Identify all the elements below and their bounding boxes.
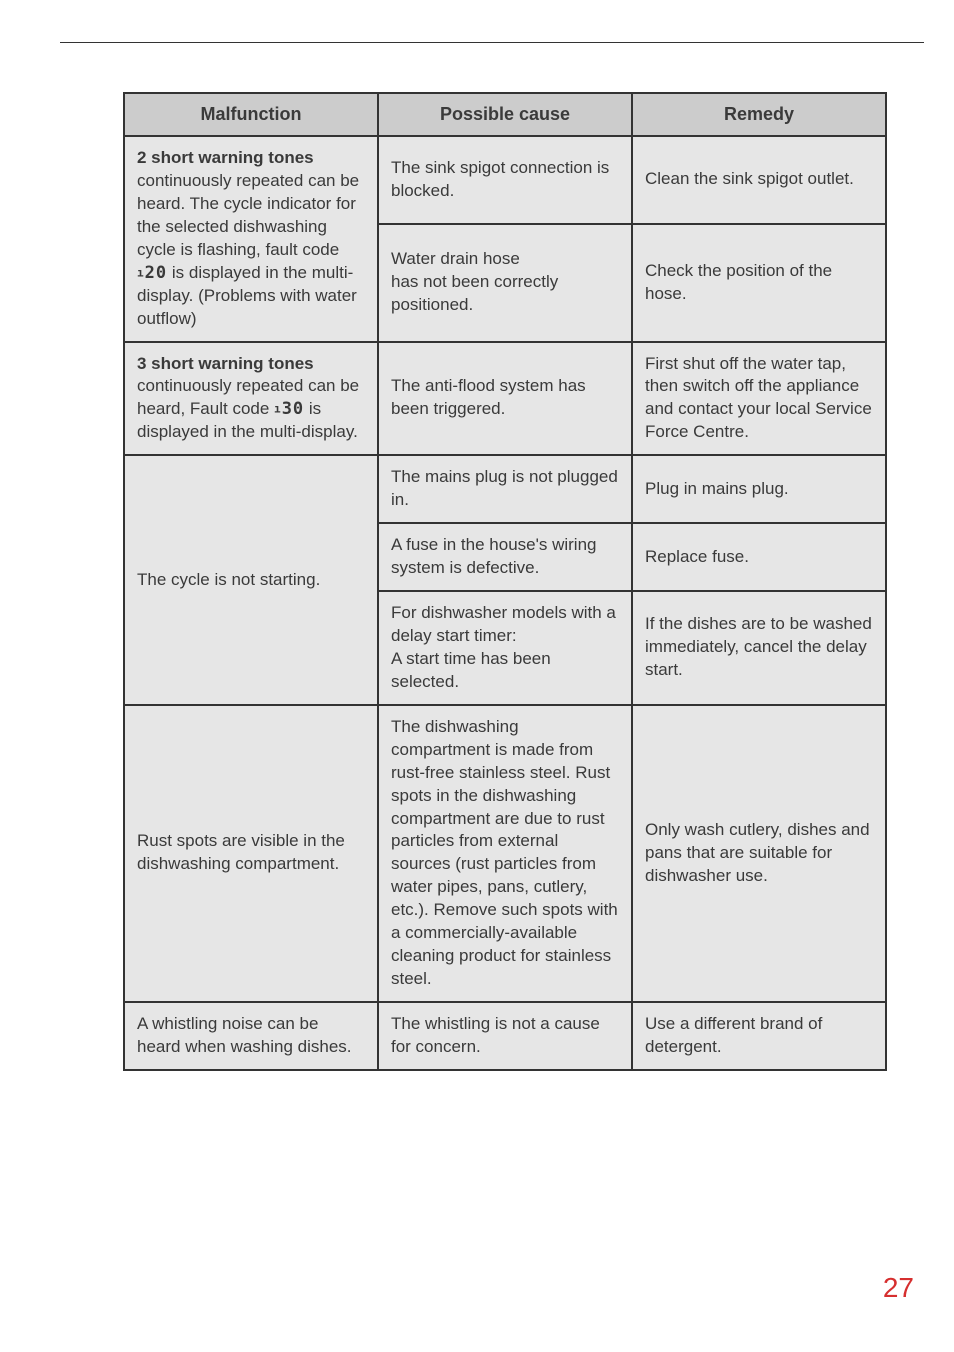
cell-remedy: If the dishes are to be washed immediate… — [632, 591, 886, 705]
cell-cause: For dishwasher models with a delay start… — [378, 591, 632, 705]
header-remedy: Remedy — [632, 93, 886, 136]
page-number: 27 — [883, 1272, 914, 1304]
cell-remedy: Replace fuse. — [632, 523, 886, 591]
cell-malfunction: Rust spots are visible in the dishwashin… — [124, 705, 378, 1002]
cell-cause: A fuse in the house's wiring system is d… — [378, 523, 632, 591]
cell-cause: The mains plug is not plugged in. — [378, 455, 632, 523]
table-row: 3 short warning tones continuously repea… — [124, 342, 886, 456]
table-row: A whistling noise can be heard when wash… — [124, 1002, 886, 1070]
cell-cause: The dishwashing compartment is made from… — [378, 705, 632, 1002]
cell-cause: The anti-flood system has been triggered… — [378, 342, 632, 456]
cell-remedy: Use a different brand of detergent. — [632, 1002, 886, 1070]
cell-malfunction: 2 short warning tones continuously repea… — [124, 136, 378, 342]
cell-cause: Water drain hose has not been correctly … — [378, 224, 632, 342]
cell-remedy: Plug in mains plug. — [632, 455, 886, 523]
table-row: The cycle is not starting. The mains plu… — [124, 455, 886, 523]
header-cause: Possible cause — [378, 93, 632, 136]
table-row: 2 short warning tones continuously repea… — [124, 136, 886, 224]
cell-malfunction: The cycle is not starting. — [124, 455, 378, 705]
cell-cause: The sink spigot connection is blocked. — [378, 136, 632, 224]
troubleshooting-table: Malfunction Possible cause Remedy 2 shor… — [123, 92, 887, 1071]
header-malfunction: Malfunction — [124, 93, 378, 136]
cell-malfunction: 3 short warning tones continuously repea… — [124, 342, 378, 456]
cell-malfunction: A whistling noise can be heard when wash… — [124, 1002, 378, 1070]
cell-remedy: Clean the sink spigot outlet. — [632, 136, 886, 224]
cell-cause: The whistling is not a cause for concern… — [378, 1002, 632, 1070]
table-row: Rust spots are visible in the dishwashin… — [124, 705, 886, 1002]
cell-remedy: Check the position of the hose. — [632, 224, 886, 342]
cell-remedy: Only wash cutlery, dishes and pans that … — [632, 705, 886, 1002]
cell-remedy: First shut off the water tap, then switc… — [632, 342, 886, 456]
